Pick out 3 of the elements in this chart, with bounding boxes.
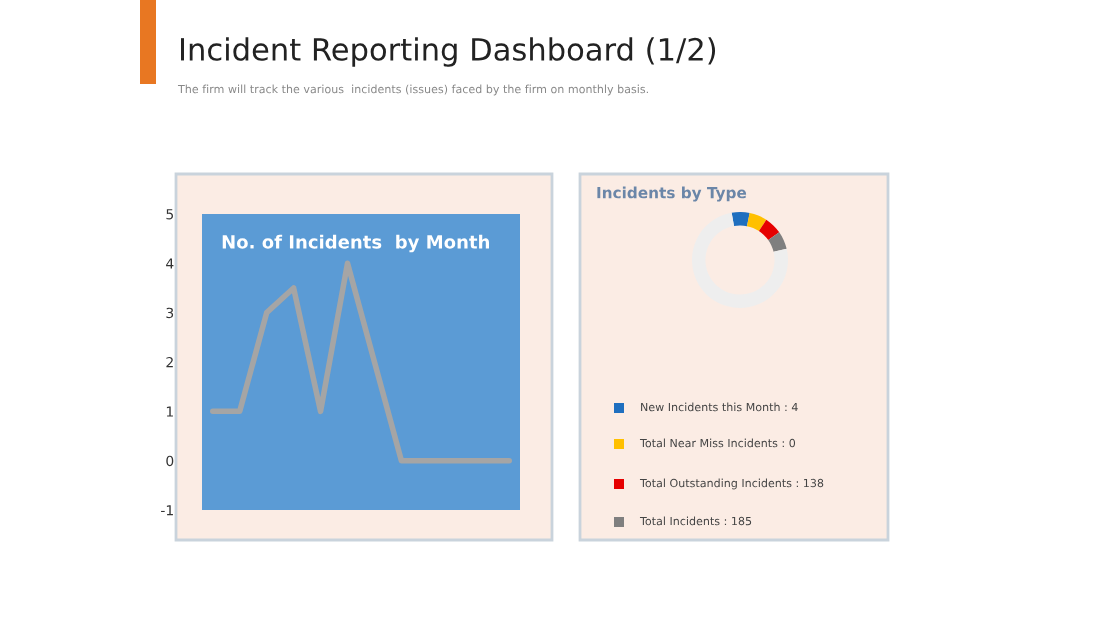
line-series xyxy=(210,260,512,464)
text: Incident Reporting Dashboard (1/2) xyxy=(181,37,716,67)
text: No. of Incidents by Month xyxy=(222,234,489,253)
